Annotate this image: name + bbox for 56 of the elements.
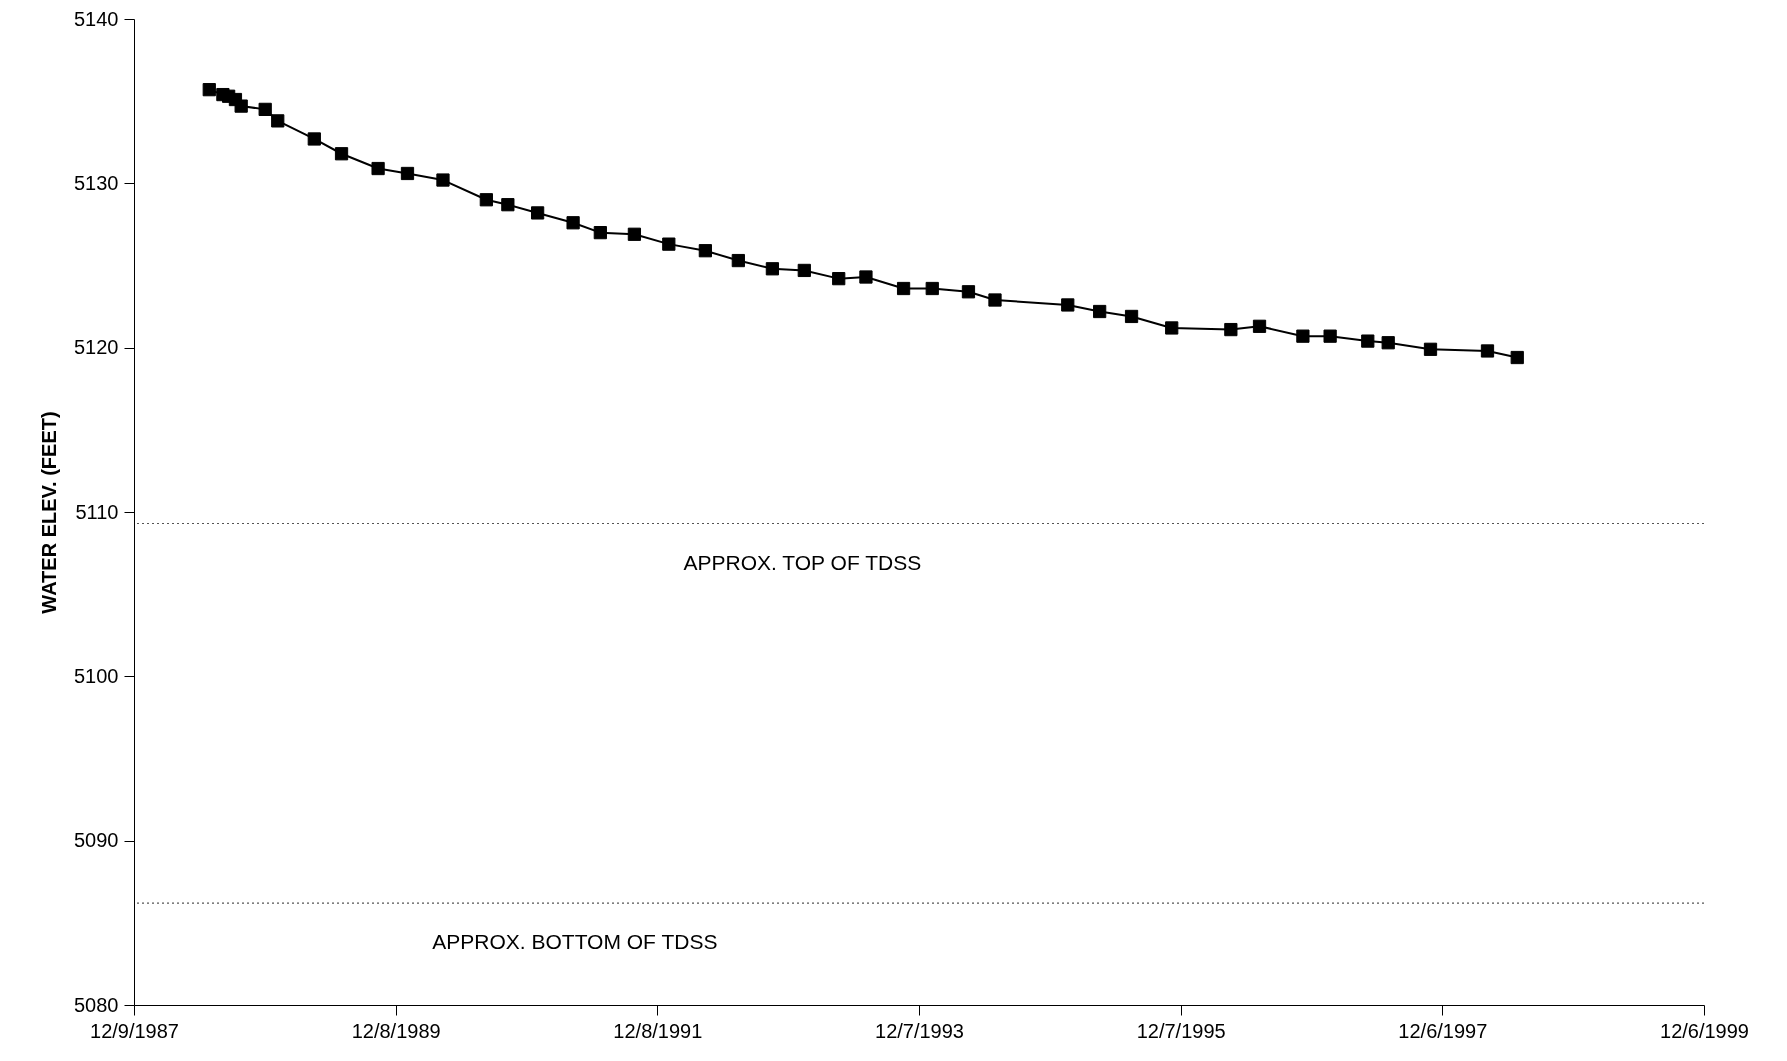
point [1252, 319, 1267, 333]
y-tick-label: 5140 [74, 7, 119, 30]
x-tick-label: 12/6/1997 [1398, 1019, 1488, 1042]
point [765, 262, 780, 276]
point [1124, 309, 1139, 324]
point [1480, 344, 1495, 358]
y-axis-title: WATER ELEV. (FEET) [38, 411, 61, 614]
point [1224, 322, 1238, 337]
point [896, 281, 911, 296]
point [1093, 304, 1107, 319]
point [334, 147, 349, 161]
y-tick-label: 5090 [74, 829, 119, 852]
point [400, 166, 415, 181]
point [593, 226, 607, 240]
x-tick-label: 12/7/1993 [875, 1019, 964, 1042]
point [436, 173, 450, 187]
point [202, 83, 216, 97]
ref-line-label: APPROX. BOTTOM OF TDSS [432, 930, 718, 954]
point [530, 206, 545, 220]
point [1510, 350, 1524, 365]
point [479, 193, 493, 207]
y-tick-label: 5100 [74, 664, 119, 687]
point [859, 270, 873, 284]
point [988, 293, 1002, 307]
ref-line-label: APPROX. TOP OF TDSS [683, 550, 922, 574]
point [1296, 329, 1310, 343]
point [1061, 298, 1075, 312]
point [371, 161, 385, 176]
point [731, 253, 745, 268]
x-tick-label: 12/6/1999 [1660, 1019, 1749, 1042]
point [961, 285, 976, 299]
x-tick-label: 12/9/1987 [90, 1019, 179, 1042]
point [501, 198, 515, 212]
point [258, 102, 272, 117]
point [925, 281, 939, 296]
point [307, 132, 321, 146]
y-tick-label: 5110 [75, 500, 119, 523]
point [627, 227, 642, 241]
point [1323, 329, 1337, 343]
x-tick-label: 12/8/1991 [613, 1019, 703, 1042]
point [832, 272, 846, 286]
point [234, 99, 248, 113]
point [698, 244, 712, 258]
y-tick-label: 5080 [74, 993, 119, 1016]
x-tick-label: 12/8/1989 [351, 1019, 441, 1042]
y-tick-label: 5120 [74, 336, 119, 359]
point [797, 263, 811, 278]
y-tick-label: 5130 [74, 171, 119, 194]
x-tick-label: 12/7/1995 [1136, 1019, 1226, 1042]
point [662, 237, 676, 251]
point [566, 216, 580, 230]
point [271, 114, 285, 128]
point [1381, 336, 1395, 350]
point [1165, 321, 1179, 335]
point [1361, 334, 1375, 348]
point [1423, 342, 1438, 356]
